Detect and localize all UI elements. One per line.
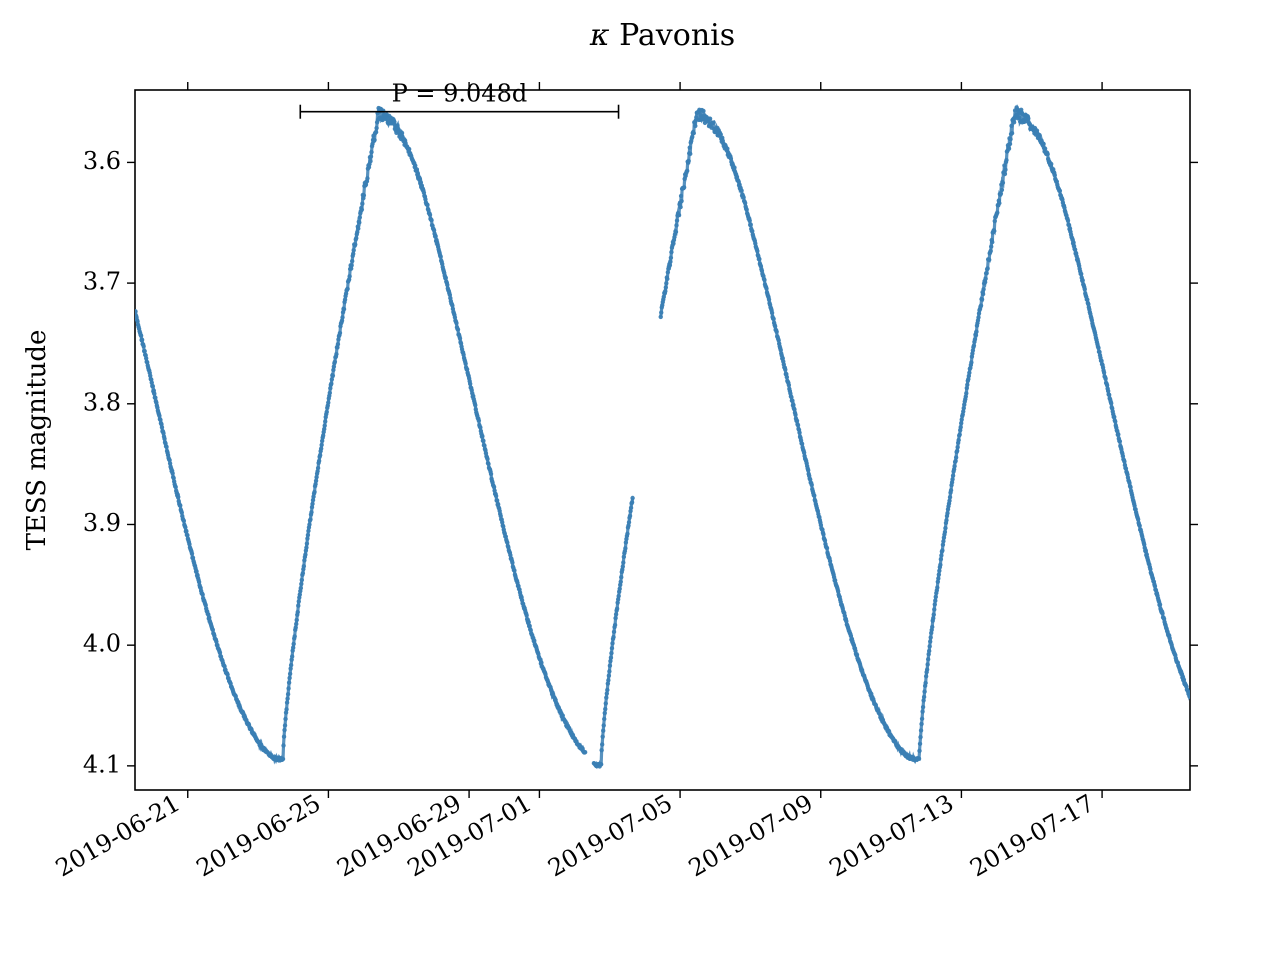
ytick-label: 3.8 bbox=[83, 388, 121, 416]
ytick-label: 4.1 bbox=[83, 750, 121, 778]
ytick-label: 3.9 bbox=[83, 509, 121, 537]
series-line bbox=[661, 107, 1190, 760]
chart-title: κ Pavonis bbox=[589, 18, 735, 53]
ytick-label: 3.7 bbox=[83, 268, 121, 296]
ytick-label: 4.0 bbox=[83, 630, 121, 658]
xtick-label: 2019-07-09 bbox=[684, 789, 818, 882]
xtick-label: 2019-07-13 bbox=[825, 789, 959, 882]
series-line bbox=[594, 498, 633, 766]
plot-frame bbox=[135, 90, 1190, 790]
chart-svg: 3.6 3.7 3.8 3.9 4.0 4.1 2019-06-212019-06-25 20… bbox=[0, 0, 1280, 960]
xtick-label: 2019-07-17 bbox=[965, 789, 1099, 882]
period-annotation-label: P = 9.048d bbox=[392, 80, 528, 108]
xtick-label: 2019-06-21 bbox=[51, 789, 185, 882]
series-line bbox=[135, 108, 585, 760]
xtick-label: 2019-07-05 bbox=[543, 789, 677, 882]
lightcurve-chart: 3.6 3.7 3.8 3.9 4.0 4.1 2019-06-212019-06-25 20… bbox=[0, 0, 1280, 960]
data-series bbox=[133, 105, 1192, 768]
ytick-label: 3.6 bbox=[83, 147, 121, 175]
y-axis-label: TESS magnitude bbox=[22, 330, 52, 551]
xtick-label: 2019-06-25 bbox=[192, 789, 326, 882]
